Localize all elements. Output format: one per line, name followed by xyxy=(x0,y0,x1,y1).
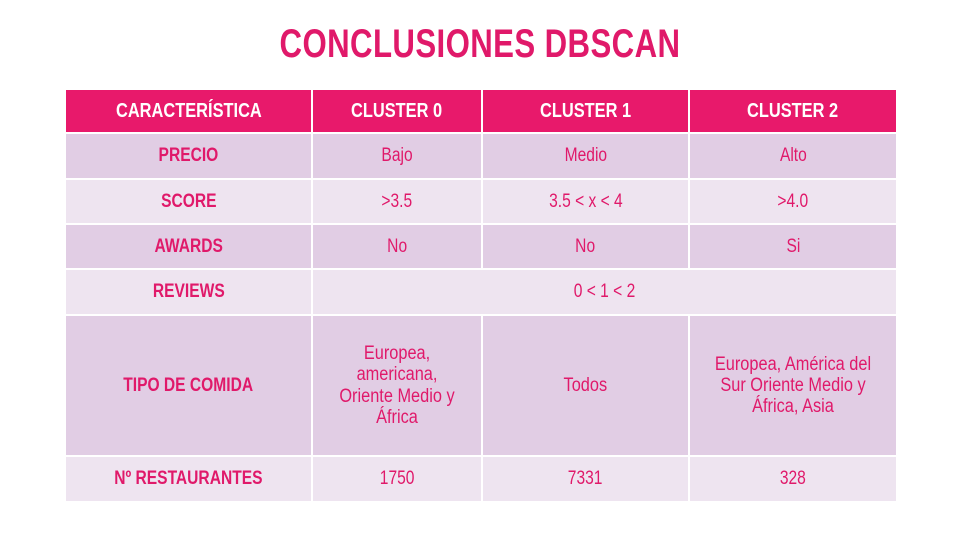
table-row-awards: AWARDS No No Si xyxy=(64,223,898,270)
cell-restaurantes-cluster-2: 328 xyxy=(688,455,898,503)
slide-title: CONCLUSIONES DBSCAN xyxy=(279,22,681,66)
cell-tipo-cluster-2: Europea, América del Sur Oriente Medio y… xyxy=(688,314,898,457)
cell-score-cluster-1: 3.5 < x < 4 xyxy=(481,178,690,225)
table-row-tipo-de-comida: TIPO DE COMIDA Europea, americana, Orien… xyxy=(64,314,898,457)
cell-precio-cluster-2: Alto xyxy=(688,132,898,180)
table-header-row: CARACTERÍSTICA CLUSTER 0 CLUSTER 1 CLUST… xyxy=(64,88,898,134)
table-row-reviews: REVIEWS 0 < 1 < 2 xyxy=(64,268,898,316)
cell-awards-cluster-1: No xyxy=(481,223,690,270)
cell-precio-cluster-1: Medio xyxy=(481,132,690,180)
cell-tipo-cluster-1: Todos xyxy=(481,314,690,457)
header-cluster-2: CLUSTER 2 xyxy=(688,88,898,134)
header-cluster-0: CLUSTER 0 xyxy=(311,88,483,134)
cell-reviews-all-clusters: 0 < 1 < 2 xyxy=(311,268,898,316)
row-label-score: SCORE xyxy=(64,178,313,225)
table-row-precio: PRECIO Bajo Medio Alto xyxy=(64,132,898,180)
header-cluster-1: CLUSTER 1 xyxy=(481,88,690,134)
row-label-restaurantes: Nº RESTAURANTES xyxy=(64,455,313,503)
row-label-precio: PRECIO xyxy=(64,132,313,180)
cell-tipo-cluster-0: Europea, americana, Oriente Medio y Áfri… xyxy=(311,314,483,457)
conclusions-table: CARACTERÍSTICA CLUSTER 0 CLUSTER 1 CLUST… xyxy=(64,88,898,503)
cell-restaurantes-cluster-0: 1750 xyxy=(311,455,483,503)
row-label-awards: AWARDS xyxy=(64,223,313,270)
table-row-score: SCORE >3.5 3.5 < x < 4 >4.0 xyxy=(64,178,898,225)
cell-score-cluster-0: >3.5 xyxy=(311,178,483,225)
cell-awards-cluster-2: Si xyxy=(688,223,898,270)
header-caracteristica: CARACTERÍSTICA xyxy=(64,88,313,134)
row-label-reviews: REVIEWS xyxy=(64,268,313,316)
cell-score-cluster-2: >4.0 xyxy=(688,178,898,225)
row-label-tipo-de-comida: TIPO DE COMIDA xyxy=(64,314,313,457)
cell-precio-cluster-0: Bajo xyxy=(311,132,483,180)
cell-awards-cluster-0: No xyxy=(311,223,483,270)
cell-restaurantes-cluster-1: 7331 xyxy=(481,455,690,503)
table-row-restaurantes: Nº RESTAURANTES 1750 7331 328 xyxy=(64,455,898,503)
